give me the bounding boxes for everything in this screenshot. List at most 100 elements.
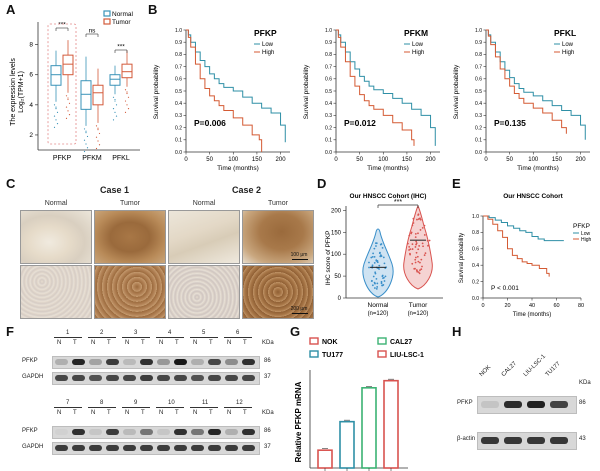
km-high-curve bbox=[186, 29, 263, 152]
blot-band bbox=[89, 445, 102, 451]
b-xtick-label: 50 bbox=[506, 157, 513, 163]
pfkl-tumor-box bbox=[121, 50, 133, 113]
blot-band bbox=[191, 375, 204, 381]
blot-band bbox=[242, 375, 255, 381]
blot-row-label: GAPDH bbox=[22, 374, 44, 380]
group-normal-name: Normal bbox=[368, 302, 390, 309]
b-xtick-label: 200 bbox=[276, 157, 287, 163]
km-high-curve bbox=[336, 29, 415, 146]
b-ytick-label: 0.3 bbox=[175, 113, 182, 119]
b-legend-high: High bbox=[562, 50, 574, 56]
b-ytick-label: 1.0 bbox=[475, 28, 482, 34]
b-ytick-label: 0.6 bbox=[175, 77, 182, 83]
blot-band bbox=[89, 429, 102, 435]
blot-row-label: PFKP bbox=[22, 358, 38, 364]
ihc-case1-normal-high bbox=[20, 265, 92, 319]
blot-n-label: N bbox=[193, 410, 198, 416]
case2-title: Case 2 bbox=[232, 185, 262, 195]
bar-cal27 bbox=[361, 387, 377, 469]
blot-lane-number: 8 bbox=[100, 400, 104, 406]
b-ylabel: Survival probability bbox=[453, 64, 460, 119]
b-ytick-label: 0.4 bbox=[325, 101, 332, 107]
b-ytick-label: 0.8 bbox=[325, 52, 332, 58]
panel-d-title: Our HNSCC Cohort (IHC) bbox=[350, 193, 427, 200]
blot-band bbox=[174, 445, 187, 451]
blot-t-label: T bbox=[209, 340, 213, 346]
panel-e-legend-title: PFKP bbox=[573, 223, 590, 230]
ihc-case1-tumor-low bbox=[94, 210, 166, 264]
blot-n-label: N bbox=[91, 410, 96, 416]
blot-kda-value: 37 bbox=[264, 374, 271, 380]
b-ytick-label: 0.3 bbox=[475, 113, 482, 119]
blot-kda-value: 37 bbox=[264, 444, 271, 450]
e-ytick-label: 0.6 bbox=[472, 247, 479, 253]
blot-n-label: N bbox=[227, 340, 232, 346]
ihc-case2-normal-low bbox=[168, 210, 240, 264]
blot-n-label: N bbox=[159, 340, 164, 346]
blot-band bbox=[208, 445, 221, 451]
blot-band bbox=[123, 429, 136, 435]
blot-band bbox=[123, 359, 136, 365]
blot-n-label: N bbox=[227, 410, 232, 416]
c-normal-caption-2: Normal bbox=[192, 200, 216, 207]
blot-band bbox=[191, 429, 204, 435]
a-sig-label: *** bbox=[117, 44, 125, 51]
b-xtick-label: 100 bbox=[228, 157, 239, 163]
blot-band bbox=[55, 445, 68, 451]
b-ylabel: Survival probability bbox=[153, 64, 160, 119]
d-ytick-label: 150 bbox=[331, 230, 342, 236]
blot-n-label: N bbox=[57, 340, 62, 346]
blot-lane-bar bbox=[156, 337, 184, 338]
blot-band bbox=[174, 359, 187, 365]
blot-t-label: T bbox=[175, 410, 179, 416]
b-xtick-label: 100 bbox=[528, 157, 539, 163]
a-gene-label: PFKP bbox=[53, 155, 72, 162]
pfkm-normal-box bbox=[80, 56, 92, 153]
blot-n-label: N bbox=[159, 410, 164, 416]
bar-liu-lsc-1 bbox=[383, 379, 399, 469]
b-ytick-label: 0.6 bbox=[475, 77, 482, 83]
scale-bar-1 bbox=[292, 259, 308, 260]
blot-t-label: T bbox=[243, 410, 247, 416]
a-sig-label: ns bbox=[89, 28, 97, 35]
panel-e-legend-low: Low bbox=[581, 231, 591, 237]
e-xtick-label: 80 bbox=[578, 303, 584, 309]
blot-band bbox=[89, 359, 102, 365]
h-kda-value: 43 bbox=[579, 436, 586, 442]
blot-lane-bar bbox=[54, 337, 82, 338]
h-kda-value: 86 bbox=[579, 400, 586, 406]
b-xtick-label: 150 bbox=[402, 157, 413, 163]
blot-lane-number: 1 bbox=[66, 330, 70, 336]
blot-band bbox=[157, 375, 170, 381]
ihc-case2-tumor-low bbox=[242, 210, 314, 264]
blot-band bbox=[157, 359, 170, 365]
pfkp-normal-box bbox=[50, 50, 62, 129]
scale-label-2: 200 μm bbox=[290, 306, 308, 312]
e-ytick-label: 0.8 bbox=[472, 230, 479, 236]
blot-n-label: N bbox=[125, 340, 130, 346]
blot-band bbox=[208, 429, 221, 435]
h-cell-label: NOK bbox=[478, 364, 493, 378]
b-ytick-label: 0.5 bbox=[175, 89, 182, 95]
b-ytick-label: 0.7 bbox=[475, 64, 482, 70]
h-band bbox=[504, 437, 522, 444]
legend-normal-swatch bbox=[103, 10, 111, 17]
blot-lane-bar bbox=[122, 407, 150, 408]
blot-n-label: N bbox=[91, 340, 96, 346]
h-kda-label: KDa bbox=[579, 380, 591, 386]
g-legend-nok: NOK bbox=[322, 339, 338, 346]
c-normal-caption-1: Normal bbox=[44, 200, 68, 207]
case1-title: Case 1 bbox=[100, 185, 130, 195]
blot-band bbox=[140, 429, 153, 435]
c-tumor-caption-2: Tumor bbox=[268, 200, 288, 207]
blot-band bbox=[140, 359, 153, 365]
blot-band bbox=[225, 445, 238, 451]
b-p-value: P=0.012 bbox=[344, 118, 376, 128]
bar-tu177 bbox=[339, 420, 355, 469]
blot-t-label: T bbox=[243, 340, 247, 346]
blot-n-label: N bbox=[57, 410, 62, 416]
panel-letter-h: H bbox=[452, 324, 462, 339]
blot-lane-bar bbox=[54, 407, 82, 408]
blot-t-label: T bbox=[73, 340, 77, 346]
a-gene-label: PFKM bbox=[82, 155, 102, 162]
